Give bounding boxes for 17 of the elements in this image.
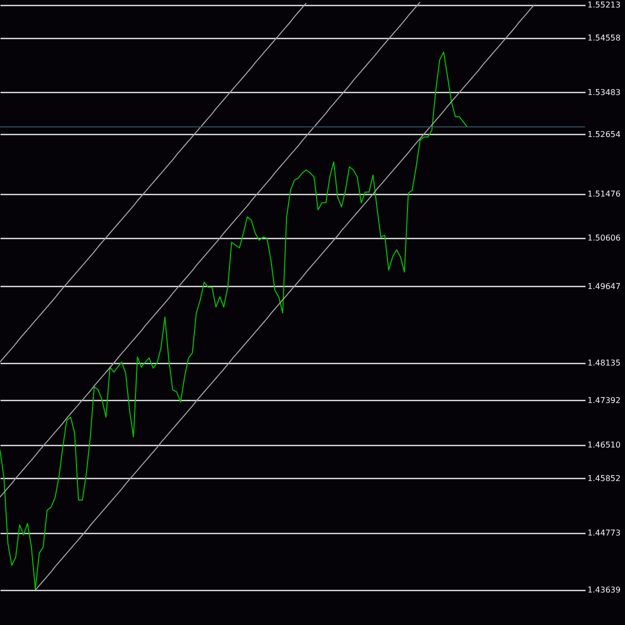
line-series	[34, 4, 534, 591]
y-tick-label: 1.54558	[588, 34, 621, 43]
line-series	[0, 2, 421, 498]
y-tick-label: 1.52654	[588, 130, 621, 139]
y-tick-label: 1.47392	[588, 396, 621, 405]
y-tick-label: 1.46510	[588, 440, 621, 450]
y-tick-label: 1.48135	[588, 358, 621, 368]
y-tick-label: 1.44773	[588, 528, 621, 538]
line-series	[0, 2, 307, 363]
y-tick-label: 1.53483	[588, 88, 621, 97]
y-tick-label: 1.45852	[588, 474, 621, 483]
line-series	[0, 52, 468, 590]
y-tick-label: 1.49647	[588, 282, 621, 291]
y-tick-label: 1.50606	[588, 233, 621, 242]
y-tick-label: 1.43639	[588, 586, 621, 595]
y-tick-label: 1.55213	[588, 0, 621, 10]
y-tick-label: 1.51476	[588, 189, 621, 198]
